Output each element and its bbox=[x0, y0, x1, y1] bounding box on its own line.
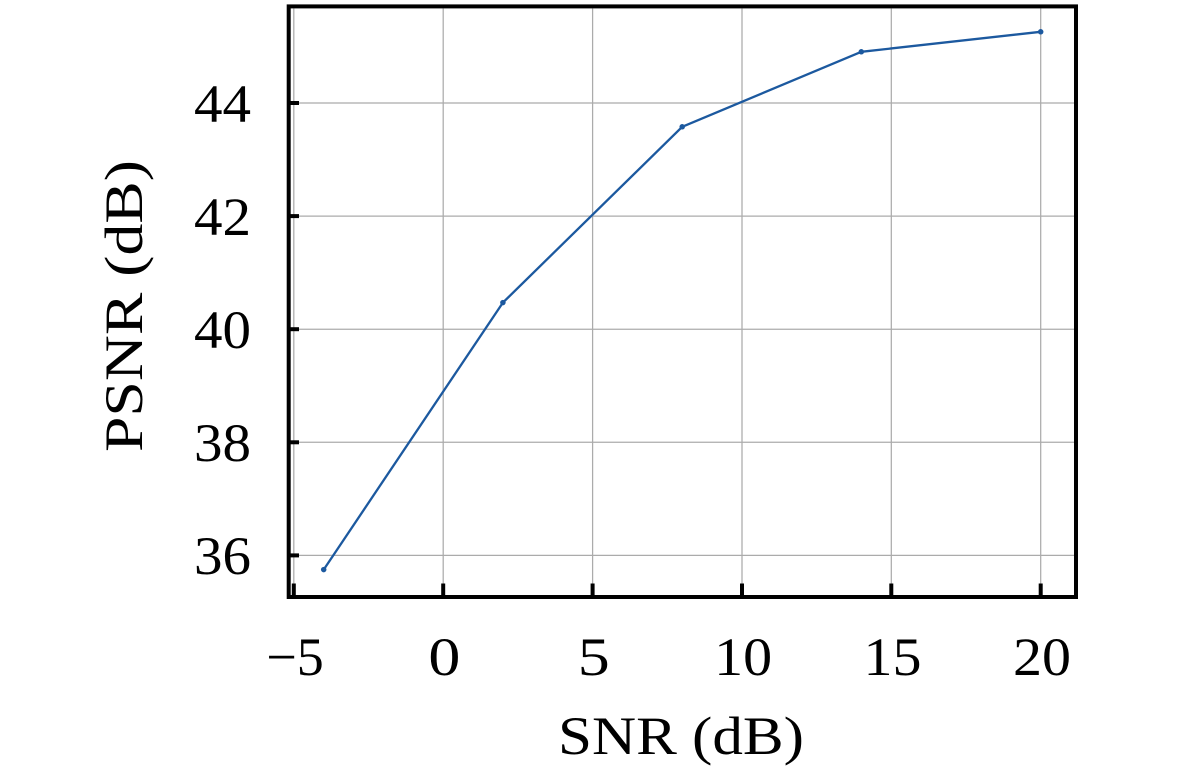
svg-text:10: 10 bbox=[714, 627, 772, 687]
svg-text:5: 5 bbox=[578, 627, 610, 687]
svg-text:SNR (dB): SNR (dB) bbox=[558, 706, 804, 766]
svg-text:20: 20 bbox=[1013, 627, 1071, 687]
svg-text:38: 38 bbox=[194, 413, 251, 473]
svg-text:−5: −5 bbox=[266, 627, 323, 687]
svg-text:15: 15 bbox=[864, 627, 922, 687]
svg-text:44: 44 bbox=[194, 74, 251, 134]
svg-text:PSNR (dB): PSNR (dB) bbox=[94, 160, 154, 452]
svg-text:36: 36 bbox=[194, 526, 251, 586]
svg-text:42: 42 bbox=[194, 187, 251, 247]
svg-text:0: 0 bbox=[428, 627, 460, 687]
svg-text:40: 40 bbox=[194, 300, 251, 360]
